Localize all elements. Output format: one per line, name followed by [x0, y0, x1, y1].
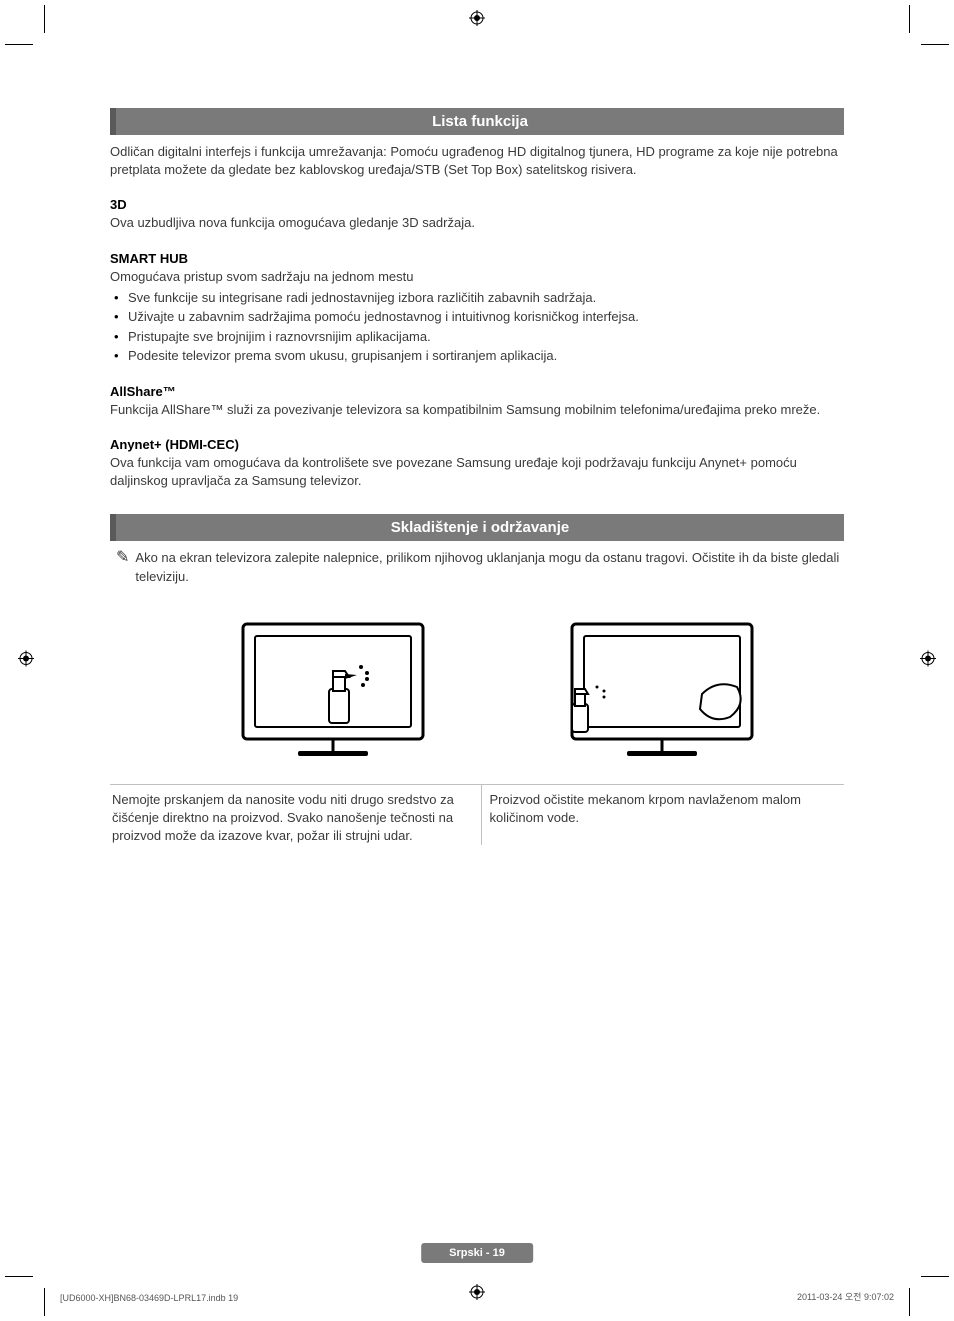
feature-title: SMART HUB	[110, 251, 844, 266]
page-number-label: Srpski - 19	[421, 1243, 533, 1263]
section-header-features: Lista funkcija	[110, 108, 844, 135]
bullet-item: Pristupajte sve brojnijim i raznovrsniji…	[110, 327, 844, 347]
intro-paragraph: Odličan digitalni interfejs i funkcija u…	[110, 143, 844, 179]
bullet-item: Podesite televizor prema svom ukusu, gru…	[110, 346, 844, 366]
crop-mark	[5, 44, 33, 45]
feature-desc: Funkcija AllShare™ služi za povezivanje …	[110, 401, 844, 419]
crop-mark	[921, 44, 949, 45]
captions-row: Nemojte prskanjem da nanosite vodu niti …	[110, 784, 844, 846]
feature-desc: Ova funkcija vam omogućava da kontroliše…	[110, 454, 844, 490]
crop-mark	[5, 1276, 33, 1277]
print-footer-right: 2011-03-24 오전 9:07:02	[797, 1290, 894, 1303]
note-row: ✎ Ako na ekran televizora zalepite nalep…	[110, 549, 844, 585]
feature-block: AllShare™ Funkcija AllShare™ služi za po…	[110, 384, 844, 419]
section-header-maintenance: Skladištenje i održavanje	[110, 514, 844, 541]
crop-mark	[909, 1288, 910, 1316]
note-icon: ✎	[116, 549, 129, 567]
feature-desc: Ova uzbudljiva nova funkcija omogućava g…	[110, 214, 844, 232]
registration-mark-bottom	[469, 1284, 485, 1305]
note-text: Ako na ekran televizora zalepite nalepni…	[135, 549, 844, 585]
crop-mark	[909, 5, 910, 33]
feature-block: 3D Ova uzbudljiva nova funkcija omogućav…	[110, 197, 844, 232]
crop-mark	[44, 1288, 45, 1316]
feature-title: Anynet+ (HDMI-CEC)	[110, 437, 844, 452]
caption-left: Nemojte prskanjem da nanosite vodu niti …	[110, 785, 467, 846]
caption-right: Proizvod očistite mekanom krpom navlažen…	[481, 785, 845, 846]
bullet-item: Sve funkcije su integrisane radi jednost…	[110, 288, 844, 308]
feature-desc: Omogućava pristup svom sadržaju na jedno…	[110, 268, 844, 286]
print-footer-left: [UD6000-XH]BN68-03469D-LPRL17.indb 19	[60, 1293, 238, 1303]
crop-mark	[921, 1276, 949, 1277]
feature-title: 3D	[110, 197, 844, 212]
illustration-right	[509, 604, 824, 784]
page-content: Lista funkcija Odličan digitalni interfe…	[0, 0, 954, 845]
feature-block: Anynet+ (HDMI-CEC) Ova funkcija vam omog…	[110, 437, 844, 490]
illustrations-row	[110, 604, 844, 784]
wipe-tv-illustration	[557, 604, 777, 774]
registration-mark-top	[469, 10, 485, 31]
registration-mark-right	[920, 650, 936, 671]
feature-title: AllShare™	[110, 384, 844, 399]
registration-mark-left	[18, 650, 34, 671]
feature-bullets: Sve funkcije su integrisane radi jednost…	[110, 288, 844, 366]
feature-block: SMART HUB Omogućava pristup svom sadržaj…	[110, 251, 844, 366]
illustration-left	[180, 604, 495, 784]
spray-on-tv-illustration	[228, 604, 448, 774]
crop-mark	[44, 5, 45, 33]
bullet-item: Uživajte u zabavnim sadržajima pomoću je…	[110, 307, 844, 327]
